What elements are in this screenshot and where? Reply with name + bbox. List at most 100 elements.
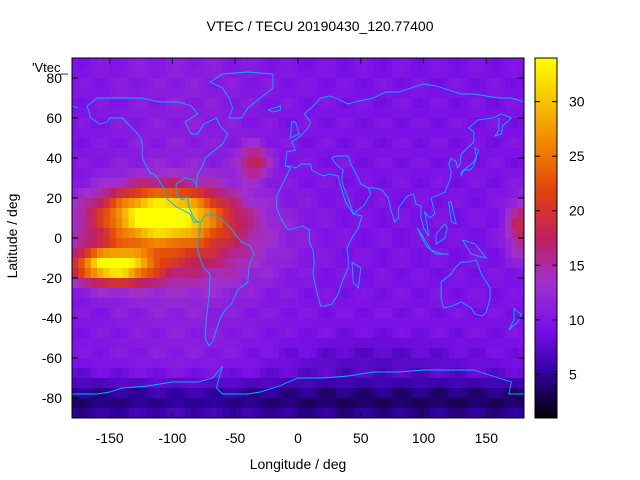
heat-cell [197, 258, 205, 269]
heat-cell [373, 58, 381, 69]
heat-cell [310, 218, 318, 229]
heat-cell [254, 278, 261, 289]
heat-cell [379, 248, 387, 259]
heat-cell [492, 388, 500, 399]
heat-cell [122, 328, 129, 339]
heat-cell [235, 68, 242, 79]
heat-cell [360, 198, 368, 209]
heat-cell [304, 248, 311, 259]
heat-cell [511, 208, 519, 219]
heat-cell [316, 358, 324, 369]
heat-cell [423, 198, 431, 209]
heat-cell [166, 368, 173, 379]
heat-cell [266, 338, 274, 349]
heat-cell [373, 198, 381, 209]
heat-cell [304, 408, 311, 419]
heat-cell [486, 248, 494, 259]
heat-cell [166, 258, 173, 269]
heat-cell [379, 178, 387, 189]
heat-cell [128, 388, 136, 399]
heat-cell [128, 308, 136, 319]
heat-cell [72, 88, 79, 99]
heat-cell [329, 138, 337, 149]
heat-cell [429, 68, 437, 79]
heat-cell [298, 138, 305, 149]
heat-cell [480, 78, 487, 89]
heat-cell [266, 198, 274, 209]
heat-cell [147, 198, 155, 209]
heat-cell [134, 158, 142, 169]
heat-cell [247, 148, 255, 159]
heat-cell [461, 258, 468, 269]
heat-cell [203, 208, 211, 219]
heat-cell [210, 248, 217, 259]
heat-cell [486, 98, 494, 109]
heat-cell [429, 118, 437, 129]
heat-cell [385, 248, 393, 259]
heat-cell [166, 88, 173, 99]
heat-cell [254, 318, 261, 329]
coastline-path [435, 223, 448, 245]
heat-cell [141, 308, 148, 319]
heat-cell [335, 408, 343, 419]
heat-cell [423, 388, 431, 399]
heat-cell [122, 148, 129, 159]
heat-cell [291, 218, 299, 229]
heat-cell [316, 398, 324, 409]
heat-cell [241, 378, 249, 389]
coastline-path [71, 105, 79, 109]
heat-cell [335, 168, 343, 179]
heat-cell [203, 318, 211, 329]
heat-cell [97, 108, 104, 119]
heat-cell [153, 398, 161, 409]
heat-cell [254, 258, 261, 269]
heat-cell [411, 318, 418, 329]
heat-cell [473, 308, 481, 319]
heat-cell [147, 78, 155, 89]
heat-cell [185, 278, 192, 289]
heat-cell [398, 168, 406, 179]
heat-cell [392, 348, 399, 359]
heat-cell [178, 198, 186, 209]
heat-cell [492, 238, 500, 249]
heat-cell [90, 138, 98, 149]
heat-cell [103, 58, 111, 69]
heat-cell [517, 388, 525, 399]
heat-cell [354, 98, 362, 109]
heat-cell [498, 68, 506, 79]
heat-cell [254, 388, 261, 399]
heat-cell [216, 338, 224, 349]
heat-cell [486, 238, 494, 249]
heat-cell [216, 358, 224, 369]
heat-cell [316, 68, 324, 79]
heat-cell [115, 408, 123, 419]
heat-cell [335, 68, 343, 79]
heat-cell [310, 108, 318, 119]
heat-cell [203, 168, 211, 179]
heat-cell [316, 368, 324, 379]
heat-cell [492, 228, 500, 239]
heat-cell [90, 78, 98, 89]
heat-cell [122, 198, 129, 209]
heat-cell [385, 338, 393, 349]
heat-cell [228, 78, 236, 89]
heat-cell [304, 258, 311, 269]
heat-cell [379, 318, 387, 329]
heat-cell [492, 338, 500, 349]
heat-cell [360, 168, 368, 179]
heat-cell [417, 298, 424, 309]
heat-cell [235, 178, 242, 189]
heat-cell [436, 158, 443, 169]
heat-cell [266, 118, 274, 129]
heat-cell [197, 158, 205, 169]
heat-cell [335, 98, 343, 109]
heat-cell [147, 138, 155, 149]
heat-cell [329, 308, 337, 319]
heat-cell [392, 188, 399, 199]
heat-cell [486, 148, 494, 159]
heat-cell [90, 358, 98, 369]
heat-cell [298, 288, 305, 299]
heat-cell [210, 168, 217, 179]
heat-cell [260, 208, 268, 219]
heat-cell [348, 198, 355, 209]
